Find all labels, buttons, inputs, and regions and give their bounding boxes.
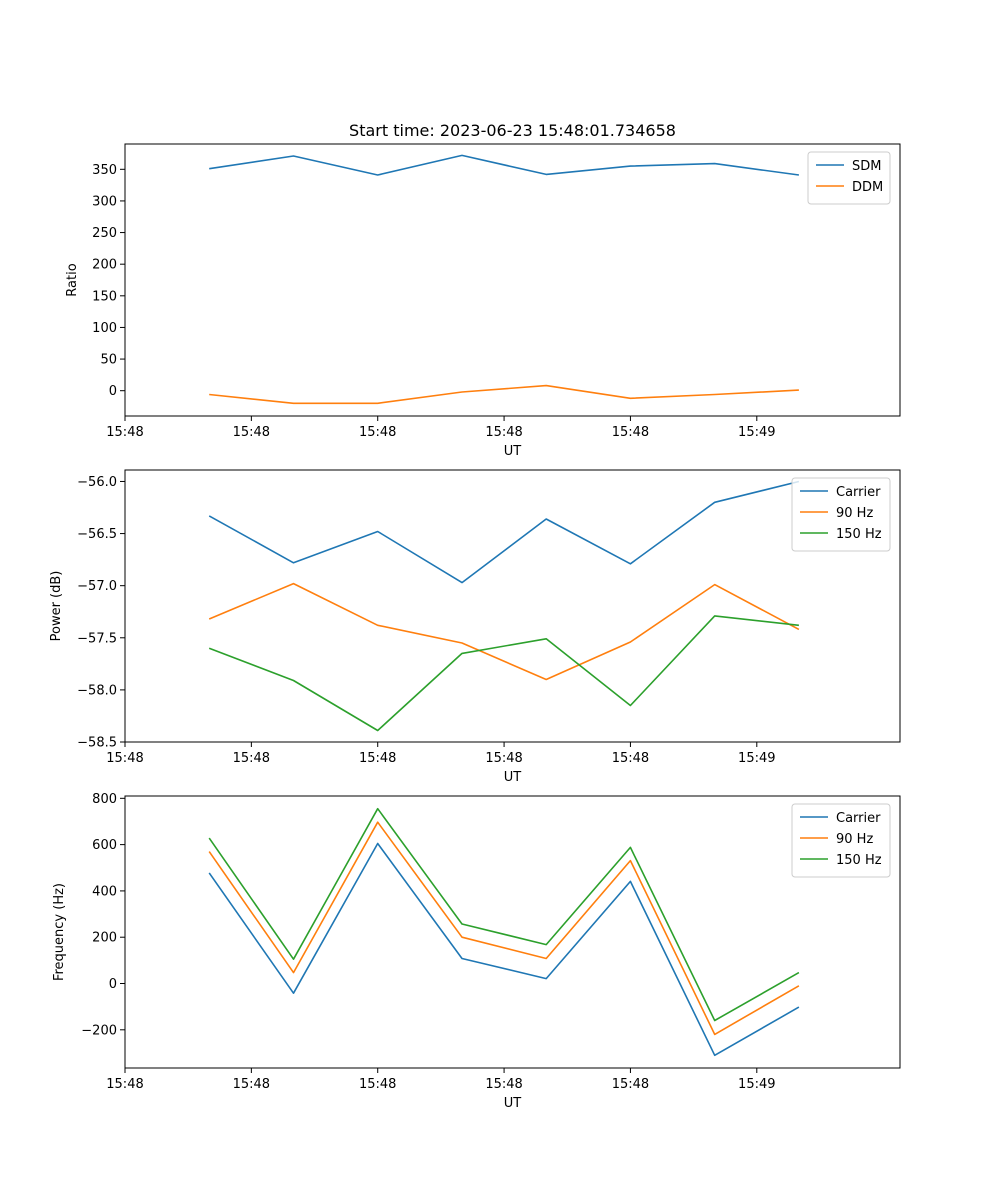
x-tick-label: 15:48 <box>233 1077 270 1092</box>
chart-panel-3: 15:48 15:48 15:48 15:48 15:48 15:49 −200 0 200 40… <box>52 792 901 1111</box>
series-line-150-hz <box>208 807 800 1022</box>
legend: Carrier 90 Hz 150 Hz <box>791 803 891 878</box>
y-tick-label: 300 <box>92 194 117 209</box>
x-tick-label: 15:49 <box>738 1077 775 1092</box>
x-axis-label: UT <box>504 770 522 785</box>
legend-label: 150 Hz <box>836 853 882 868</box>
x-tick-label: 15:49 <box>738 751 775 766</box>
legend-label: Carrier <box>836 485 881 500</box>
x-tick-label: 15:48 <box>612 425 649 440</box>
x-tick-label: 15:48 <box>612 1077 649 1092</box>
series-line-carrier <box>208 842 800 1057</box>
y-tick-label: 400 <box>92 884 117 899</box>
plot-frame <box>124 143 901 417</box>
plot-frame <box>124 469 901 743</box>
series-line-90-hz <box>208 582 800 681</box>
y-tick-label: −58.5 <box>77 736 117 751</box>
y-tick-label: −58.0 <box>77 683 117 698</box>
y-tick-label: 100 <box>92 321 117 336</box>
x-tick-label: 15:48 <box>359 751 396 766</box>
y-tick-label: −56.5 <box>77 527 117 542</box>
x-tick-label: 15:48 <box>612 751 649 766</box>
x-axis-label: UT <box>504 444 522 459</box>
series-line-ddm <box>209 384 799 405</box>
legend-label: 150 Hz <box>836 527 882 542</box>
y-axis-label: Power (dB) <box>49 571 64 642</box>
x-tick-label: 15:48 <box>485 425 522 440</box>
series-line-sdm <box>209 154 800 176</box>
legend-label: 90 Hz <box>836 506 873 521</box>
legend-label: Carrier <box>836 811 881 826</box>
chart-panel-1: 15:48 15:48 15:48 15:48 15:48 15:49 0 50 100 150 2… <box>65 143 901 459</box>
y-tick-label: −57.0 <box>77 579 117 594</box>
x-axis-label: UT <box>504 1096 522 1111</box>
y-tick-label: 0 <box>109 384 117 399</box>
legend-label: SDM <box>852 159 881 174</box>
x-tick-label: 15:48 <box>485 751 522 766</box>
x-tick-label: 15:48 <box>485 1077 522 1092</box>
x-tick-label: 15:48 <box>106 1077 143 1092</box>
chart-panel-2: 15:48 15:48 15:48 15:48 15:48 15:49 −58.5 −58.0… <box>49 469 901 785</box>
y-tick-label: −56.0 <box>77 475 117 490</box>
y-tick-label: 150 <box>92 289 117 304</box>
series-line-150-hz <box>208 615 799 732</box>
y-tick-label: 350 <box>92 163 117 178</box>
series-line-carrier <box>208 480 800 584</box>
x-tick-label: 15:48 <box>233 751 270 766</box>
legend: Carrier 90 Hz 150 Hz <box>791 477 891 552</box>
y-tick-label: 0 <box>109 977 117 992</box>
y-tick-label: 200 <box>92 931 117 946</box>
y-tick-label: 800 <box>92 792 117 807</box>
legend: SDM DDM <box>807 151 891 205</box>
y-tick-label: 600 <box>92 838 117 853</box>
y-tick-label: 250 <box>92 226 117 241</box>
x-tick-label: 15:49 <box>738 425 775 440</box>
y-tick-label: 200 <box>92 258 117 273</box>
y-tick-label: −57.5 <box>77 631 117 646</box>
legend-label: 90 Hz <box>836 832 873 847</box>
x-tick-label: 15:48 <box>233 425 270 440</box>
y-axis-label: Ratio <box>65 263 80 296</box>
x-tick-label: 15:48 <box>106 425 143 440</box>
chart-title: Start time: 2023-06-23 15:48:01.734658 <box>349 121 676 140</box>
x-tick-label: 15:48 <box>359 1077 396 1092</box>
x-tick-label: 15:48 <box>359 425 396 440</box>
y-tick-label: 50 <box>100 353 117 368</box>
x-tick-label: 15:48 <box>106 751 143 766</box>
series-line-90-hz <box>208 821 800 1036</box>
y-tick-label: −200 <box>81 1023 117 1038</box>
y-axis-label: Frequency (Hz) <box>52 883 67 981</box>
plot-frame <box>124 795 901 1069</box>
legend-label: DDM <box>852 180 883 195</box>
